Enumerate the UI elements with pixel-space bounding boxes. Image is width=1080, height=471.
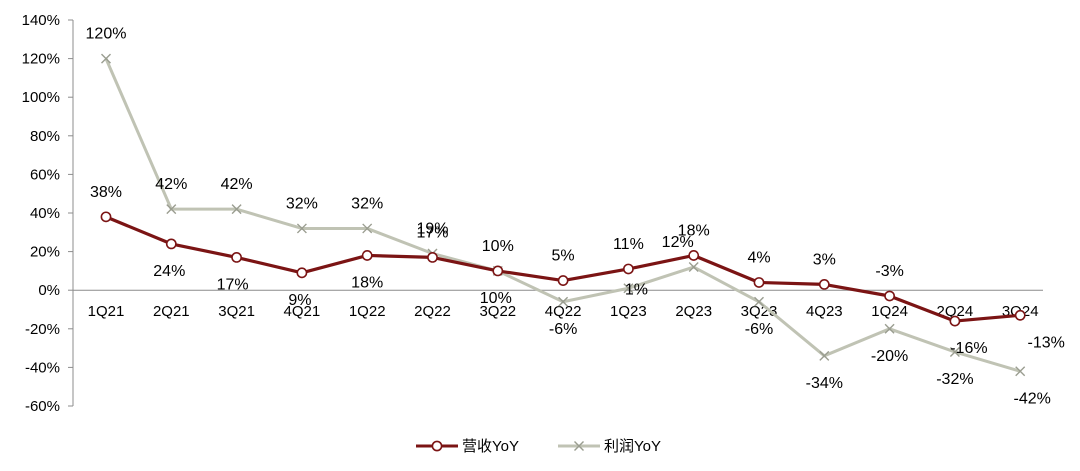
revenue-point <box>296 267 308 279</box>
y-tick-label: -20% <box>25 321 60 338</box>
legend-profit-label: 利润YoY <box>604 438 661 455</box>
profit-data-label: 32% <box>351 195 383 212</box>
profit-point <box>558 296 569 307</box>
profit-data-label: -42% <box>1014 390 1051 407</box>
profit-point <box>754 296 764 307</box>
y-tick-label: 100% <box>22 89 60 106</box>
revenue-point <box>492 265 504 277</box>
revenue-data-label: -16% <box>950 340 987 357</box>
revenue-data-label: 38% <box>90 184 122 201</box>
profit-point <box>949 346 960 357</box>
x-tick-label: 1Q23 <box>610 303 647 320</box>
profit-point <box>819 350 830 361</box>
y-tick-label: 120% <box>22 51 60 68</box>
revenue-data-label: 24% <box>153 263 185 280</box>
x-tick-label: 2Q21 <box>153 303 190 320</box>
y-tick-label: 20% <box>30 244 60 261</box>
profit-data-label: 10% <box>482 238 514 255</box>
x-tick-label: 1Q21 <box>88 303 125 320</box>
profit-data-label: -20% <box>871 348 908 365</box>
y-tick-label: 80% <box>30 128 60 145</box>
x-tick-label: 2Q22 <box>414 303 451 320</box>
profit-point <box>688 262 699 273</box>
profit-data-label: 32% <box>286 195 318 212</box>
revenue-point <box>557 275 569 286</box>
revenue-point <box>361 250 373 261</box>
revenue-point <box>884 290 895 302</box>
legend-revenue-marker <box>431 440 443 452</box>
profit-point <box>231 204 242 215</box>
y-axis: 140% 120% 100% 80% 60% 40% 20% 0% -20% -40% -60% <box>22 12 74 415</box>
revenue-point <box>231 251 242 263</box>
y-tick-label: 60% <box>30 166 60 183</box>
x-tick-label: 2Q23 <box>675 303 712 320</box>
profit-point <box>623 283 634 294</box>
legend-profit-marker <box>574 441 584 451</box>
x-tick-label: 4Q22 <box>545 303 582 320</box>
revenue-point <box>688 250 700 261</box>
revenue-point <box>949 315 961 327</box>
profit-data-label: -6% <box>549 321 577 338</box>
profit-data-label: -32% <box>936 371 973 388</box>
profit-data-label: 1% <box>625 281 648 298</box>
profit-point <box>166 204 177 215</box>
revenue-point <box>427 251 438 263</box>
profit-data-label: 120% <box>86 26 127 43</box>
y-tick-label: 40% <box>30 205 60 222</box>
x-tick-label: 1Q22 <box>349 303 386 320</box>
legend-revenue-label: 营收YoY <box>462 438 519 455</box>
profit-point <box>101 53 111 64</box>
revenue-data-label: 18% <box>351 274 383 291</box>
profit-data-label: -34% <box>806 375 843 392</box>
y-tick-label: -40% <box>25 359 60 376</box>
profit-data-label: 19% <box>416 221 448 238</box>
revenue-data-label: 10% <box>480 290 512 307</box>
revenue-data-label: 3% <box>813 251 836 268</box>
x-axis: 1Q21 2Q21 3Q21 4Q21 1Q22 2Q22 3Q22 4Q22 1Q23 2Q23… <box>73 289 1043 320</box>
data-labels: 38% 24% 17% 9% 18% 17% 10% 5% 11% 18% 4% 3% -3% -16% -… <box>86 26 1065 408</box>
x-tick-label: 4Q21 <box>284 303 321 320</box>
profit-point <box>296 223 307 234</box>
x-tick-label: 3Q21 <box>218 303 255 320</box>
x-tick-label: 4Q23 <box>806 303 843 320</box>
revenue-data-label: 11% <box>613 236 644 253</box>
profit-data-label: -6% <box>745 321 773 338</box>
revenue-data-label: 5% <box>552 248 575 265</box>
profit-data-label: 42% <box>221 176 253 193</box>
revenue-data-label: 17% <box>416 224 448 241</box>
revenue-data-label: -13% <box>1028 334 1065 351</box>
revenue-point <box>165 238 177 250</box>
y-tick-label: 0% <box>38 282 60 299</box>
profit-point <box>1015 366 1026 377</box>
revenue-data-label: 4% <box>747 249 770 266</box>
revenue-data-label: -3% <box>875 263 903 280</box>
profit-point <box>362 223 373 234</box>
x-tick-label: 1Q24 <box>871 303 908 320</box>
revenue-point <box>1014 309 1026 321</box>
legend: 营收YoY 利润YoY <box>416 438 661 455</box>
y-tick-label: -60% <box>25 398 60 415</box>
y-tick-label: 140% <box>22 12 60 29</box>
revenue-point <box>100 211 112 223</box>
revenue-point <box>623 263 634 275</box>
profit-data-label: 42% <box>155 176 187 193</box>
revenue-data-label: 17% <box>217 276 249 293</box>
revenue-point <box>818 279 830 290</box>
series-lines <box>100 53 1026 377</box>
x-tick-label: 3Q22 <box>479 303 516 320</box>
profit-point <box>884 323 895 334</box>
profit-data-label: 12% <box>662 234 694 251</box>
revenue-point <box>753 277 765 288</box>
revenue-data-label: 9% <box>288 292 311 309</box>
revenue-data-label: 18% <box>678 222 710 239</box>
